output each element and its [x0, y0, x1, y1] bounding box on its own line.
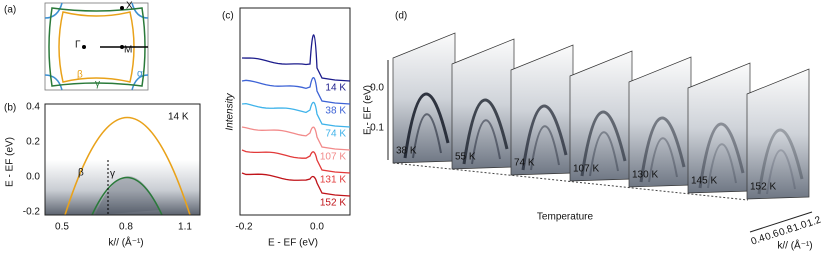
point — [82, 45, 86, 49]
point — [120, 45, 124, 49]
y-tick-label: 0.0 — [26, 172, 40, 183]
temperature-label: 74 K — [514, 158, 535, 169]
spectrum-slab — [628, 56, 692, 188]
beta-sheet — [58, 11, 135, 83]
temperature-label: 131 K — [320, 175, 346, 186]
x-tick-label: 0.5 — [55, 222, 69, 233]
y-axis-label: E - EF (eV) — [5, 137, 16, 187]
panel-label: (b) — [4, 103, 16, 114]
k-tick-label: 1.0 — [792, 219, 809, 234]
temperature-label: 74 K — [325, 129, 346, 140]
x-tick-label: 1.1 — [178, 222, 192, 233]
x-axis-label: k// (Å⁻¹) — [108, 236, 143, 249]
spectrum-band — [648, 137, 678, 183]
spectrum-band — [403, 92, 450, 159]
panel-label: (d) — [395, 11, 407, 22]
spectrum-band — [530, 125, 560, 171]
depth-axis — [392, 162, 749, 201]
spectrum-band — [766, 149, 796, 195]
temperature-label: 55 K — [455, 152, 476, 163]
band-label: γ — [95, 79, 100, 90]
temperature-label: 152 K — [320, 198, 346, 209]
temperature-label: 38 K — [325, 106, 346, 117]
panel-label: (c) — [222, 11, 234, 22]
edc-curve — [241, 126, 351, 151]
band-label: β — [78, 168, 84, 179]
edc-curves — [241, 34, 351, 197]
edc-curve — [241, 77, 351, 105]
x-tick-label: 0.0 — [310, 222, 324, 233]
spectrum-band — [471, 119, 501, 165]
depth-axis-label: Temperature — [537, 212, 594, 223]
y-axis-label: E - EF (eV) — [363, 85, 374, 135]
k-tick-label: 0.8 — [778, 223, 795, 238]
spectrum-slab — [510, 44, 574, 176]
gamma-sheet — [48, 7, 146, 87]
temperature-label: 130 K — [632, 170, 658, 181]
spectrum-band — [412, 113, 442, 159]
x-axis-label: E - EF (eV) — [268, 238, 318, 249]
band-label: γ — [110, 169, 115, 180]
temperature-label: 14 K — [325, 83, 346, 94]
x-tick-label: 0.8 — [119, 222, 133, 233]
k-tick-label: 0.6 — [764, 228, 781, 243]
spectrum-slab — [392, 32, 456, 164]
panel-label: (a) — [4, 5, 16, 16]
axes-frame — [239, 7, 351, 216]
k-axis-label: k// (Å⁻¹) — [777, 239, 812, 252]
point — [120, 6, 124, 10]
spectrum-slab — [746, 68, 810, 200]
k-axis-line — [749, 211, 813, 233]
temperature-label: 14 K — [168, 112, 189, 123]
k-tick-label: 1.2 — [806, 214, 823, 229]
point-label: M — [124, 45, 132, 56]
y-tick-label: 0.4 — [26, 102, 40, 113]
spectrum-band — [698, 122, 745, 189]
y-axis-label: Intensity — [225, 92, 236, 130]
edc-curve — [241, 34, 351, 82]
spectrum-slab — [451, 38, 515, 170]
point-label: Γ — [75, 40, 81, 51]
spectrum-band — [580, 110, 627, 177]
spectrum-band — [757, 128, 804, 195]
spectrum-slab — [687, 62, 751, 194]
band-label: α — [137, 69, 143, 80]
y-tick-label: 0.2 — [26, 137, 40, 148]
spectrum-band — [589, 131, 619, 177]
temperature-labels: 14 K 38 K 74 K 107 K 131 K 152 K — [320, 83, 346, 209]
spectra-stack: 38 K 55 K 74 K 107 K 130 K 145 K 152 K — [392, 32, 810, 200]
temperature-label: 107 K — [573, 164, 599, 175]
spectrum — [45, 160, 200, 215]
temperature-label: 107 K — [320, 152, 346, 163]
spectrum-slab — [569, 50, 633, 182]
band-label: β — [77, 70, 83, 81]
k-tick-label: 0.4 — [750, 232, 767, 247]
temperature-label: 145 K — [691, 176, 717, 187]
spectrum-band — [462, 98, 509, 165]
y-tick-label: -0.1 — [367, 123, 385, 134]
y-axis: 0.4 0.2 0.0 -0.2 — [23, 102, 41, 218]
gamma-band — [91, 176, 163, 216]
y-tick-label: -0.2 — [23, 207, 41, 218]
beta-band — [64, 116, 191, 216]
k-axis: 0.40.60.81.01.2 — [750, 214, 823, 247]
edc-curve — [241, 101, 351, 128]
alpha-pocket — [44, 2, 149, 91]
edc-curve — [241, 172, 351, 197]
spectrum-band — [639, 116, 686, 183]
point-label: X — [126, 1, 133, 12]
x-tick-label: -0.2 — [235, 222, 253, 233]
temperature-label: 152 K — [750, 182, 776, 193]
spectrum-band — [521, 104, 568, 171]
y-tick-label: 0.0 — [370, 83, 384, 94]
spectrum-band — [707, 143, 737, 189]
temperature-label: 38 K — [396, 146, 417, 157]
edc-curve — [241, 149, 351, 174]
axes-frame — [44, 103, 201, 216]
